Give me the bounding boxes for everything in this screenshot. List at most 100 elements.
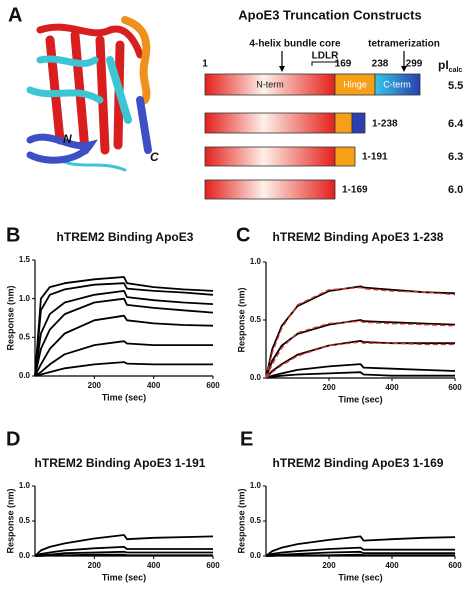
domain-bar: [334, 112, 353, 134]
x-tick-label: 200: [322, 561, 336, 570]
series-line: [265, 371, 455, 379]
series-line: [265, 363, 456, 379]
series-line: [265, 546, 455, 557]
y-tick-label: 0.5: [19, 332, 31, 341]
x-tick-label: 400: [385, 561, 399, 570]
y-axis-label: Response (nm): [236, 287, 246, 352]
pi-value: 6.3: [448, 151, 463, 163]
x-tick-label: 200: [322, 383, 336, 392]
series-line: [34, 534, 214, 557]
y-tick-label: 0.0: [19, 371, 31, 380]
panel-label: A: [8, 4, 22, 26]
domain-bar: [334, 146, 356, 167]
construct-label: 1-191: [362, 152, 388, 163]
panel-label: C: [236, 224, 250, 246]
y-tick-label: 0.5: [19, 516, 31, 525]
series-line: [34, 290, 214, 377]
y-tick-label: 1.0: [19, 481, 31, 490]
y-tick-label: 0.5: [250, 516, 262, 525]
terminus-label: C: [150, 150, 159, 164]
y-tick-label: 0.5: [250, 315, 262, 324]
domain-label: Hinge: [343, 79, 367, 89]
y-tick-label: 1.0: [19, 294, 31, 303]
y-tick-label: 1.0: [250, 257, 262, 266]
protein-structure: [26, 16, 152, 172]
x-tick-label: 600: [206, 381, 220, 390]
x-axis-label: Time (sec): [102, 392, 146, 402]
panel-label: B: [6, 224, 20, 246]
y-tick-label: 0.0: [19, 551, 31, 560]
x-axis-label: Time (sec): [102, 572, 146, 582]
y-tick-label: 1.5: [19, 255, 31, 264]
domain-label: N-term: [256, 79, 284, 89]
x-tick-label: 400: [147, 381, 161, 390]
y-tick-label: 0.0: [250, 551, 262, 560]
terminus-label: N: [63, 132, 72, 146]
y-axis-label: Response (nm): [5, 285, 15, 350]
chart-title: hTREM2 Binding ApoE3 1-238: [273, 230, 444, 244]
domain-bar: [351, 112, 366, 134]
y-tick-label: 0.0: [250, 373, 262, 382]
bracket: [311, 61, 339, 66]
domain-bar: [204, 179, 336, 200]
series-line: [34, 314, 214, 377]
series-line: [34, 361, 213, 377]
domain-bar: [204, 112, 336, 134]
series-line: [265, 286, 456, 379]
series-line: [34, 276, 214, 377]
pi-value: 6.4: [448, 118, 464, 130]
x-tick-label: 600: [448, 383, 462, 392]
x-tick-label: 600: [448, 561, 462, 570]
annotation: LDLR: [312, 51, 339, 62]
series-line: [266, 553, 455, 557]
chart-title: hTREM2 Binding ApoE3 1-169: [273, 456, 444, 470]
domain-label: C-term: [383, 79, 411, 89]
series-line: [265, 320, 456, 379]
y-tick-label: 1.0: [250, 481, 262, 490]
residue-number: 169: [335, 59, 352, 70]
panel-label: E: [240, 428, 253, 450]
series-line: [265, 340, 455, 379]
arrow-head: [279, 66, 285, 72]
pi-value: 5.5: [448, 80, 463, 92]
residue-number: 299: [406, 59, 423, 70]
series-line: [265, 535, 456, 557]
chart-title: hTREM2 Binding ApoE3 1-191: [35, 456, 206, 470]
annotation: tetramerization: [368, 39, 440, 50]
x-axis-label: Time (sec): [338, 394, 382, 404]
construct-label: 1-169: [342, 185, 368, 196]
annotation: 4-helix bundle core: [249, 39, 341, 50]
construct-row: N-term Hinge C-term 5.5: [204, 73, 463, 96]
x-tick-label: 200: [88, 561, 102, 570]
residue-number: 238: [372, 59, 389, 70]
x-axis-label: Time (sec): [338, 572, 382, 582]
x-tick-label: 400: [147, 561, 161, 570]
construct-row: 1-169 6.0: [204, 179, 463, 200]
y-axis-label: Response (nm): [236, 488, 246, 553]
construct-row: 1-191 6.3: [204, 146, 463, 167]
x-tick-label: 600: [206, 561, 220, 570]
x-tick-label: 400: [385, 383, 399, 392]
series-line: [34, 546, 213, 557]
series-line: [34, 297, 214, 377]
pi-header: pIcalc: [438, 58, 462, 74]
chart-title: hTREM2 Binding ApoE3: [57, 230, 194, 244]
series-line: [34, 282, 214, 377]
panel-label: D: [6, 428, 20, 450]
domain-bar: [204, 146, 336, 167]
series-line: [34, 340, 213, 377]
construct-label: 1-238: [372, 119, 398, 130]
y-axis-label: Response (nm): [5, 488, 15, 553]
x-tick-label: 200: [88, 381, 102, 390]
residue-number: 1: [202, 59, 208, 70]
constructs-title: ApoE3 Truncation Constructs: [238, 7, 421, 22]
pi-value: 6.0: [448, 184, 463, 196]
series-line: [35, 553, 213, 557]
construct-row: 1-238 6.4: [204, 112, 464, 134]
arrow-head: [401, 66, 407, 72]
